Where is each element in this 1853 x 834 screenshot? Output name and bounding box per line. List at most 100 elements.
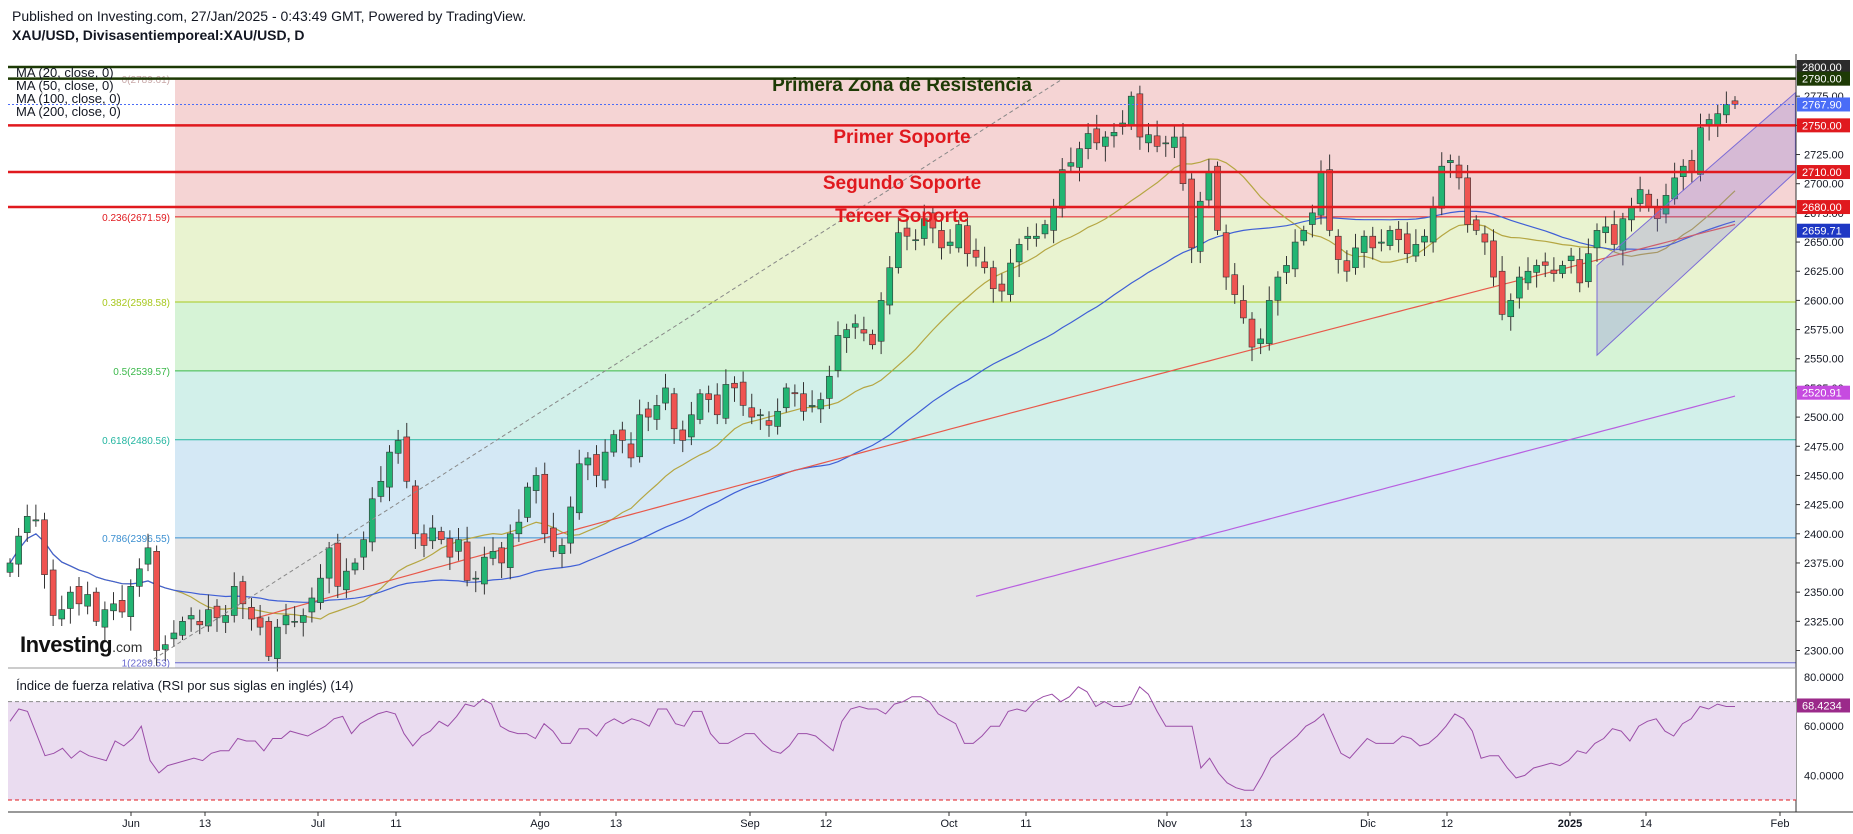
- candle-body: [1395, 228, 1402, 241]
- candle-body: [1412, 244, 1420, 257]
- candle-body: [886, 267, 894, 306]
- candle-body: [713, 394, 721, 416]
- candle-body: [472, 577, 480, 580]
- candle-body: [679, 429, 687, 441]
- ma-legend-200[interactable]: MA (200, close, 0): [16, 104, 121, 119]
- candle-body: [1196, 200, 1204, 252]
- y-tick-label: 2500.00: [1804, 412, 1844, 424]
- candle-body: [1058, 169, 1066, 209]
- ma-legend-20[interactable]: MA (20, close, 0): [16, 65, 114, 80]
- candle-body: [1421, 235, 1428, 243]
- rsi-label: Índice de fuerza relativa (RSI por sus s…: [16, 678, 354, 693]
- level-label-3: Tercer Soporte: [835, 206, 969, 227]
- candle-body: [1084, 133, 1092, 149]
- candle-body: [1015, 244, 1023, 263]
- candle-body: [1464, 177, 1471, 225]
- candle-body: [403, 436, 411, 482]
- candle-body: [644, 408, 652, 418]
- candle-body: [739, 381, 747, 406]
- logo-suffix: .com: [112, 639, 143, 655]
- candle-body: [1222, 232, 1230, 278]
- candle-body: [334, 542, 342, 587]
- candle-body: [1576, 259, 1584, 284]
- symbol-title: XAU/USD, Divisasentiemporeal:XAU/USD, D: [12, 27, 305, 43]
- rsi-tick-label: 80.0000: [1804, 672, 1844, 684]
- candle-body: [213, 605, 221, 619]
- logo-name: Investing: [20, 632, 113, 657]
- price-badge-6: [1797, 223, 1850, 238]
- ma200-line: [975, 395, 1736, 597]
- axis-layer: 2800.002775.002750.002725.002700.002675.…: [8, 54, 1853, 830]
- candle-body: [834, 335, 842, 371]
- candle-body: [1697, 127, 1704, 175]
- candle-body: [1171, 136, 1178, 148]
- rsi-value-badge: [1797, 698, 1850, 713]
- candle-body: [1300, 230, 1308, 242]
- price-badge-text-5: 2680.00: [1802, 202, 1842, 214]
- candle-body: [1541, 261, 1549, 266]
- candle-body: [187, 615, 195, 620]
- ma50-line: [9, 210, 1736, 603]
- candle-body: [765, 420, 773, 426]
- candle-body: [653, 405, 661, 420]
- x-tick-label: Dic: [1360, 818, 1376, 830]
- candle-body: [946, 241, 954, 246]
- candle-body: [196, 621, 204, 626]
- ma-legend-100[interactable]: MA (100, close, 0): [16, 91, 121, 106]
- candle-body: [998, 283, 1006, 292]
- fibonacci-layer: 0.236(2671.59) 0.382(2598.58) 0.5(2539.57)…: [102, 75, 1796, 670]
- candle-body: [1628, 206, 1635, 221]
- y-tick-label: 2575.00: [1804, 325, 1844, 337]
- candle-body: [1317, 171, 1325, 216]
- ma-legend-50[interactable]: MA (50, close, 0): [16, 78, 114, 93]
- candle-body: [938, 230, 945, 249]
- candle-body: [1248, 318, 1256, 348]
- y-tick-label: 2300.00: [1804, 645, 1844, 657]
- candle-body: [1257, 338, 1264, 344]
- candle-body: [662, 387, 669, 404]
- candle-body: [1619, 218, 1627, 251]
- candle-body: [722, 384, 730, 419]
- candle-body: [929, 212, 937, 229]
- candle-body: [619, 429, 626, 441]
- candle-body: [1179, 136, 1187, 185]
- candle-body: [696, 393, 704, 420]
- candle-body: [377, 480, 385, 497]
- price-badge-1: [1797, 71, 1850, 86]
- candle-body: [1231, 274, 1239, 295]
- candle-body: [567, 506, 574, 544]
- candle-body: [1593, 230, 1601, 249]
- x-tick-label: Nov: [1157, 818, 1177, 830]
- candle-body: [964, 225, 971, 255]
- candle-body: [541, 473, 549, 535]
- candle-body: [1102, 136, 1109, 147]
- candle-body: [800, 393, 807, 412]
- candle-body: [1214, 165, 1221, 231]
- candle-body: [153, 551, 160, 651]
- price-badge-text-2: 2767.90: [1802, 99, 1842, 111]
- candle-body: [869, 333, 876, 346]
- fib-label-1: 0.382(2598.58): [102, 298, 170, 309]
- candle-body: [265, 621, 273, 657]
- candle-body: [774, 410, 781, 427]
- fib-label-0: 0.236(2671.59): [102, 213, 170, 224]
- candle-body: [1283, 265, 1290, 273]
- candle-body: [1369, 235, 1377, 249]
- candle-body: [601, 451, 609, 481]
- fib-zone-1: [175, 216, 1796, 303]
- candle-body: [101, 609, 109, 628]
- candle-body: [386, 451, 393, 488]
- candle-body: [41, 519, 48, 575]
- candle-body: [67, 591, 74, 609]
- y-tick-label: 2400.00: [1804, 529, 1844, 541]
- candle-body: [437, 531, 445, 540]
- y-tick-label: 2350.00: [1804, 587, 1844, 599]
- candle-body: [1153, 135, 1161, 147]
- candle-body: [256, 617, 264, 628]
- candle-body: [248, 607, 255, 620]
- x-tick-label: Oct: [940, 818, 957, 830]
- level-label-0: Primera Zona de Resistencia: [772, 75, 1032, 96]
- candle-body: [515, 521, 523, 535]
- fib-zone-bottom: [175, 662, 1796, 668]
